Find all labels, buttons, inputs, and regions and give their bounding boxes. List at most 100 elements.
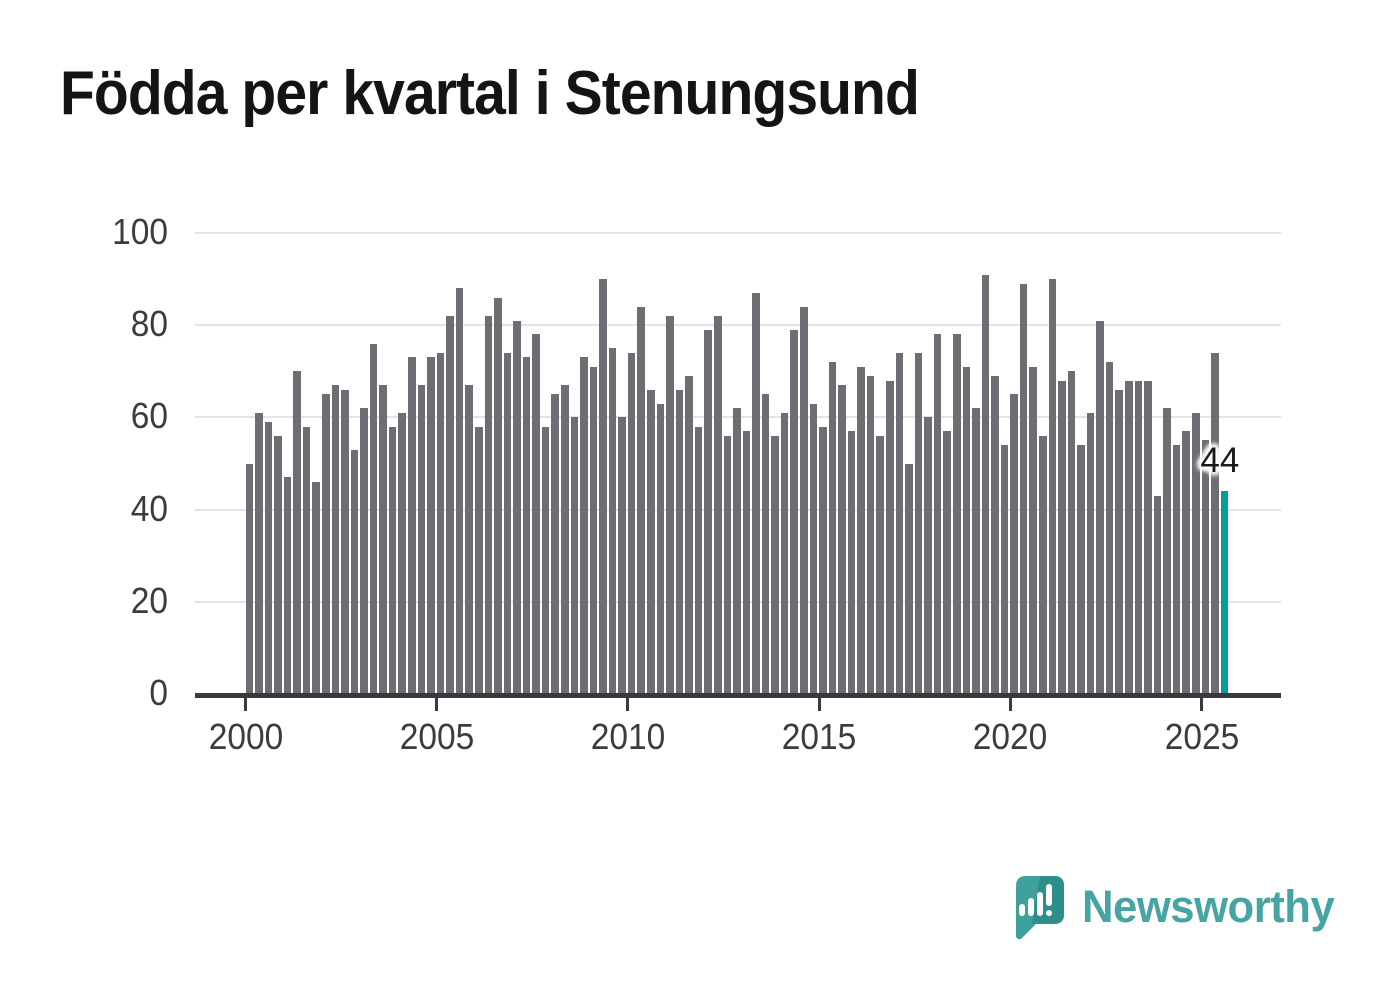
bar-quarter [312, 481, 320, 694]
bar-quarter [1211, 352, 1219, 694]
bar-quarter [379, 385, 387, 694]
bar-quarter [446, 315, 454, 694]
bar-quarter [943, 431, 951, 694]
x-axis-tick [244, 698, 247, 711]
gridline-y-80 [195, 324, 1281, 327]
newsworthy-speech-bubble-chart-icon [1016, 876, 1064, 940]
x-axis-tick-label: 2020 [973, 716, 1048, 757]
bar-quarter [1019, 283, 1028, 694]
bar-quarter [1067, 371, 1076, 694]
bar-quarter [580, 357, 588, 694]
y-axis-tick-label: 60 [130, 395, 168, 437]
bar-quarter [255, 412, 263, 694]
bar-quarter [1000, 445, 1009, 694]
bar-quarter [360, 408, 368, 694]
bar-quarter [408, 357, 416, 694]
bar-quarter [991, 375, 999, 694]
bar-quarter [608, 348, 617, 694]
bar-quarter [350, 449, 359, 694]
bar-quarter [924, 417, 932, 694]
bar-quarter [876, 435, 885, 694]
bar-quarter [647, 389, 655, 694]
bar-quarter [981, 274, 990, 694]
bar-quarter [1096, 320, 1104, 694]
bar-quarter [637, 306, 646, 694]
bar-quarter [972, 408, 980, 694]
bar-quarter [417, 385, 426, 694]
bar-quarter [618, 417, 626, 694]
bar-quarter [905, 463, 913, 694]
bar-quarter [780, 412, 789, 694]
last-value-label: 44 [1200, 441, 1240, 481]
bar-quarter [331, 385, 340, 694]
x-axis-tick-label: 2000 [208, 716, 283, 757]
bar-quarter [799, 306, 808, 694]
bar-quarter [1134, 380, 1143, 694]
x-axis-tick-label: 2010 [590, 716, 666, 757]
bar-quarter [599, 279, 607, 694]
bar-quarter [1029, 366, 1037, 694]
bar-quarter [465, 385, 473, 694]
bar-quarter [866, 375, 875, 694]
page-title: Födda per kvartal i Stenungsund [60, 59, 920, 128]
y-axis-tick-label: 20 [130, 579, 168, 621]
y-axis-tick-label: 0 [149, 672, 168, 713]
bar-quarter [1086, 412, 1095, 694]
x-axis-tick [1008, 698, 1012, 711]
bar-quarter [1182, 431, 1190, 694]
gridline-y-100 [195, 232, 1281, 234]
bar-quarter [723, 435, 732, 694]
bar-quarter [341, 389, 349, 694]
bar-quarter [503, 352, 512, 694]
bar-quarter [742, 431, 751, 694]
bar-quarter [847, 431, 856, 694]
x-axis-tick-label: 2015 [781, 716, 857, 757]
bar-highlighted-latest-quarter [1220, 491, 1229, 694]
bar-quarter [656, 403, 665, 694]
bar-quarter [560, 385, 569, 694]
bar-quarter [474, 426, 483, 694]
bar-quarter [264, 422, 273, 694]
bar-quarter [1201, 440, 1210, 694]
bar-quarter [1153, 495, 1162, 694]
bar-quarter [704, 329, 712, 694]
bar-quarter [369, 343, 378, 694]
bar-quarter [675, 389, 684, 694]
x-axis-tick-label: 2025 [1164, 716, 1239, 757]
bar-quarter [914, 352, 923, 694]
bar-quarter [1115, 389, 1124, 694]
x-axis-line [195, 693, 1281, 698]
bar-quarter [1048, 279, 1057, 694]
bar-quarter [398, 412, 407, 694]
bar-quarter [857, 366, 865, 694]
bar-quarter [733, 408, 741, 694]
y-axis-tick-label: 40 [130, 487, 168, 529]
x-axis-tick [626, 698, 630, 711]
bar-quarter [933, 334, 942, 694]
bar-quarter [685, 375, 693, 694]
bar-quarter [541, 426, 550, 694]
bar-quarter [321, 394, 330, 694]
bar-quarter [1172, 445, 1181, 694]
bar-quarter [436, 352, 445, 694]
bar-quarter [532, 334, 540, 694]
bar-quarter [513, 320, 521, 694]
bar-quarter [771, 435, 779, 694]
bar-quarter [293, 371, 301, 694]
y-axis-tick-label: 100 [112, 211, 168, 252]
bar-quarter [245, 463, 254, 694]
bar-quarter [388, 426, 397, 694]
x-axis-tick [817, 698, 821, 711]
bar-quarter [1077, 445, 1085, 694]
bar-quarter [828, 362, 837, 694]
bar-quarter [484, 315, 493, 694]
bar-quarter [819, 426, 827, 694]
bar-quarter [283, 477, 292, 694]
bar-quarter [274, 435, 282, 694]
bar-quarter [1010, 394, 1018, 694]
bar-quarter [1144, 380, 1152, 694]
bar-quarter [570, 417, 579, 694]
x-axis-tick [1200, 698, 1203, 711]
bar-quarter [809, 403, 818, 694]
bar-quarter [1191, 412, 1200, 694]
